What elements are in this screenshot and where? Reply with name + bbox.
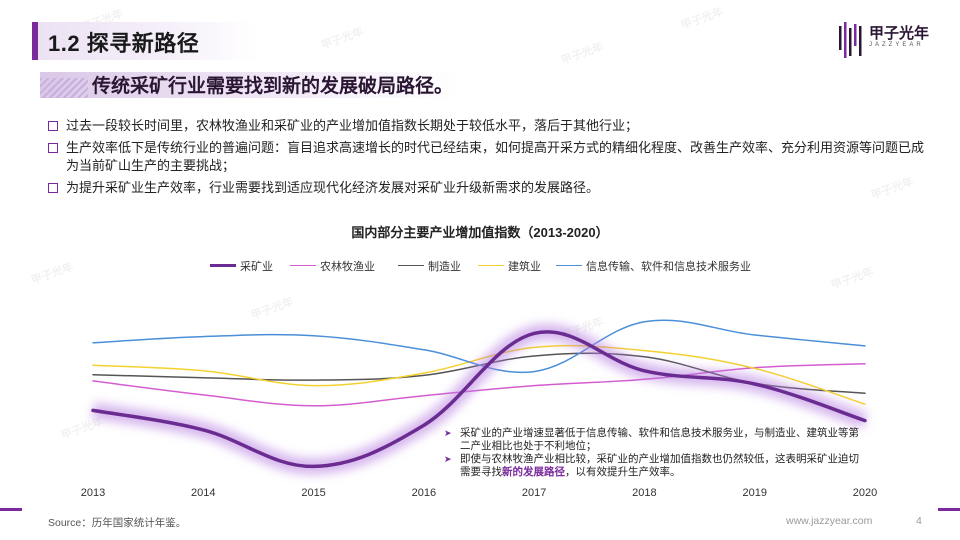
x-tick-label: 2019 xyxy=(742,487,766,499)
x-tick-label: 2017 xyxy=(522,487,546,499)
section-title: 1.2 探寻新路径 xyxy=(48,31,200,56)
bullet-text: 过去一段较长时间里，农林牧渔业和采矿业的产业增加值指数长期处于较低水平，落后于其… xyxy=(66,118,639,133)
bullet-square-icon xyxy=(48,121,58,131)
brand-logo xyxy=(836,18,936,62)
bullet-text: 为提升采矿业生产效率，行业需要找到适应现代化经济发展对采矿业升级新需求的发展路径… xyxy=(66,180,600,195)
subtitle-stripes xyxy=(40,78,88,98)
x-tick-label: 2020 xyxy=(853,487,877,499)
x-tick-label: 2015 xyxy=(301,487,325,499)
chart-series-layer xyxy=(91,319,868,475)
annotation-text: 采矿业的产业增速显著低于信息传输、软件和信息技术服务业，与制造业、建筑业等第二产… xyxy=(460,427,859,452)
title-background xyxy=(38,22,258,60)
logo-mark-icon xyxy=(839,22,862,58)
annotation-highlight: 新的发展路径 xyxy=(502,466,565,478)
legend-swatch xyxy=(210,264,236,267)
legend-swatch xyxy=(478,265,504,266)
series-line-1 xyxy=(92,363,866,407)
bullet-item: 过去一段较长时间里，农林牧渔业和采矿业的产业增加值指数长期处于较低水平，落后于其… xyxy=(48,117,928,135)
x-axis: 2013 2014 2015 2016 2017 2018 2019 2020 xyxy=(81,487,877,499)
bullet-text: 生产效率低下是传统行业的普遍问题：盲目追求高速增长的时代已经结束，如何提高开采方… xyxy=(66,140,925,173)
logo-subtext: JAZZYEAR xyxy=(869,42,924,48)
title-accent-bar xyxy=(32,22,38,60)
bullet-square-icon xyxy=(48,183,58,193)
arrow-bullet-icon: ➤ xyxy=(444,428,452,438)
chart-title: 国内部分主要产业增加值指数（2013-2020） xyxy=(351,225,609,240)
annotation-text: 即使与农林牧渔产业相比较，采矿业的产业增加值指数也仍然较低，这表明采矿业迫切需要… xyxy=(460,453,859,478)
logo-text: 甲子光年 xyxy=(869,24,930,42)
x-tick-label: 2013 xyxy=(81,487,105,499)
annotation-item: ➤ 采矿业的产业增速显著低于信息传输、软件和信息技术服务业，与制造业、建筑业等第… xyxy=(440,427,860,453)
website-link[interactable]: www.jazzyear.com xyxy=(786,515,873,527)
footer-accent-right xyxy=(938,508,960,511)
source-note: Source：历年国家统计年鉴。 xyxy=(48,517,187,529)
x-tick-label: 2018 xyxy=(632,487,656,499)
bullet-list: 过去一段较长时间里，农林牧渔业和采矿业的产业增加值指数长期处于较低水平，落后于其… xyxy=(48,117,928,201)
arrow-bullet-icon: ➤ xyxy=(444,454,452,464)
legend-swatch xyxy=(290,265,316,266)
series-line-3 xyxy=(92,344,866,405)
subtitle: 传统采矿行业需要找到新的发展破局路径。 xyxy=(92,76,454,97)
legend-label: 制造业 xyxy=(428,261,461,273)
bullet-item: 生产效率低下是传统行业的普遍问题：盲目追求高速增长的时代已经结束，如何提高开采方… xyxy=(48,139,928,175)
chart-legend: 采矿业 农林牧渔业 制造业 建筑业 信息传输、软件和信息技术服务业 xyxy=(210,258,770,274)
series-line-0 xyxy=(91,330,867,469)
annotation-item: ➤ 即使与农林牧渔产业相比较，采矿业的产业增加值指数也仍然较低，这表明采矿业迫切… xyxy=(440,453,860,479)
footer-accent-left xyxy=(0,508,22,511)
page-number: 4 xyxy=(916,515,922,527)
chart-annotation: ➤ 采矿业的产业增速显著低于信息传输、软件和信息技术服务业，与制造业、建筑业等第… xyxy=(440,427,860,479)
bullet-square-icon xyxy=(48,143,58,153)
legend-label: 信息传输、软件和信息技术服务业 xyxy=(586,261,751,273)
legend-label: 采矿业 xyxy=(240,261,273,273)
legend-label: 农林牧渔业 xyxy=(320,261,375,273)
x-tick-label: 2016 xyxy=(412,487,436,499)
legend-swatch xyxy=(556,265,582,266)
x-tick-label: 2014 xyxy=(191,487,215,499)
bullet-item: 为提升采矿业生产效率，行业需要找到适应现代化经济发展对采矿业升级新需求的发展路径… xyxy=(48,179,928,197)
legend-swatch xyxy=(398,265,424,266)
subtitle-band xyxy=(40,72,460,98)
legend-label: 建筑业 xyxy=(508,261,541,273)
